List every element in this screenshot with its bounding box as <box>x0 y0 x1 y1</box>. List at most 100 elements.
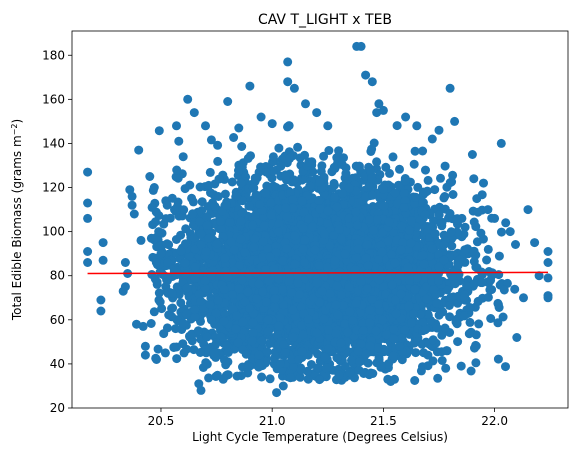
data-point <box>465 303 475 312</box>
data-point <box>229 133 239 142</box>
data-point <box>367 144 377 154</box>
data-point <box>204 373 214 383</box>
data-point <box>483 292 493 302</box>
data-point <box>204 180 214 190</box>
data-point <box>169 342 179 352</box>
data-point <box>499 285 509 295</box>
data-point <box>295 372 305 382</box>
data-point <box>180 184 190 194</box>
data-point <box>486 314 496 323</box>
data-point <box>237 142 247 151</box>
data-point <box>319 151 329 161</box>
data-point <box>437 356 447 365</box>
data-point <box>306 167 316 177</box>
data-point <box>241 349 251 359</box>
data-point <box>287 354 297 364</box>
data-point <box>430 185 440 195</box>
points-layer <box>83 41 553 398</box>
data-point <box>179 205 189 215</box>
data-point <box>511 240 520 249</box>
data-point <box>162 200 172 210</box>
data-point <box>442 182 452 192</box>
data-point <box>184 251 194 261</box>
data-point <box>276 161 286 171</box>
data-point <box>448 292 458 302</box>
data-point <box>483 244 493 254</box>
data-point <box>220 189 230 199</box>
data-point <box>146 319 156 328</box>
data-point <box>373 343 383 353</box>
data-point <box>165 213 175 223</box>
data-point <box>501 362 510 372</box>
data-point <box>315 375 324 385</box>
data-point <box>413 182 423 192</box>
data-point <box>266 198 276 208</box>
data-point <box>465 317 475 327</box>
data-point <box>171 172 181 182</box>
data-point <box>445 312 455 322</box>
data-point <box>485 285 495 295</box>
data-point <box>462 281 472 290</box>
data-point <box>324 146 334 155</box>
data-point <box>195 182 205 192</box>
data-point <box>172 354 182 364</box>
data-point <box>214 174 224 184</box>
data-point <box>361 349 371 359</box>
data-point <box>202 359 212 369</box>
data-point <box>417 339 427 349</box>
data-point <box>418 146 428 156</box>
data-point <box>149 307 159 317</box>
data-point <box>182 344 192 354</box>
data-point <box>473 207 483 217</box>
data-point <box>288 203 298 213</box>
data-point <box>474 319 484 329</box>
data-point <box>303 374 313 384</box>
data-point <box>493 354 503 364</box>
data-point <box>448 190 458 199</box>
data-point <box>205 167 215 177</box>
data-point <box>150 274 160 284</box>
data-point <box>498 312 508 322</box>
data-point <box>392 121 402 131</box>
data-point <box>334 146 344 156</box>
data-point <box>213 156 223 166</box>
data-point <box>471 358 481 368</box>
data-point <box>223 348 233 357</box>
data-point <box>453 337 463 347</box>
data-point <box>385 168 394 178</box>
data-point <box>244 362 254 371</box>
data-point <box>420 188 430 198</box>
data-point <box>428 356 438 366</box>
data-point <box>436 173 445 183</box>
data-point <box>197 197 207 207</box>
data-point <box>202 332 212 342</box>
data-point <box>471 330 481 340</box>
chart-title: CAV T_LIGHT x TEB <box>258 12 392 28</box>
data-point <box>459 229 469 239</box>
data-point <box>464 329 474 339</box>
data-point <box>168 303 178 313</box>
data-point <box>437 330 447 340</box>
data-point <box>187 336 197 346</box>
data-point <box>364 181 374 191</box>
data-point <box>176 230 186 240</box>
data-point <box>493 300 503 309</box>
data-point <box>293 142 303 152</box>
data-point <box>284 121 294 131</box>
data-point <box>330 192 340 202</box>
data-point <box>321 363 331 373</box>
data-point <box>433 373 443 383</box>
data-point <box>392 199 402 209</box>
data-point <box>510 284 520 294</box>
data-point <box>189 233 199 243</box>
data-point <box>227 177 237 187</box>
data-point <box>267 173 277 183</box>
data-point <box>170 205 179 215</box>
data-point <box>476 228 486 238</box>
data-point <box>421 165 430 175</box>
data-point <box>153 344 163 354</box>
data-point <box>388 152 398 162</box>
data-point <box>274 143 284 153</box>
data-point <box>289 175 299 185</box>
